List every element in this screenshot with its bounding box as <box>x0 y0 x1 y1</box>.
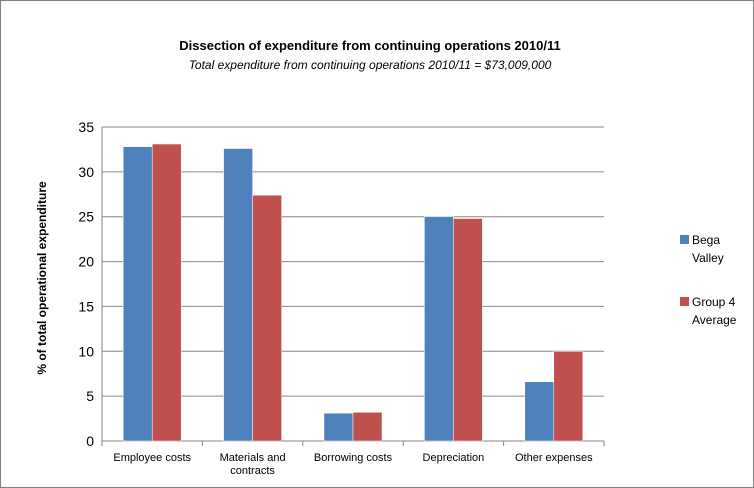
y-tick-label: 35 <box>78 119 94 135</box>
y-tick-label: 30 <box>78 164 94 180</box>
x-tick-label: Other expenses <box>515 452 593 464</box>
x-tick-label: contracts <box>230 465 275 477</box>
bar <box>223 148 253 442</box>
y-tick-label: 10 <box>78 343 94 359</box>
legend-label: Bega <box>692 233 720 247</box>
bar <box>151 143 182 442</box>
y-tick-label: 5 <box>86 388 94 404</box>
x-tick-label: Employee costs <box>113 452 191 464</box>
legend-label: Group 4 <box>692 295 736 309</box>
legend-label: Average <box>692 313 737 327</box>
x-tick-label: Depreciation <box>423 452 485 464</box>
legend-label: Valley <box>692 251 724 265</box>
bar <box>323 412 354 442</box>
legend-swatch <box>680 297 689 306</box>
y-tick-label: 20 <box>78 254 94 270</box>
bar <box>122 146 153 442</box>
x-tick-label: Materials and <box>220 452 286 464</box>
bar <box>524 381 555 442</box>
bar <box>424 216 454 442</box>
bar <box>553 351 584 442</box>
y-tick-label: 25 <box>78 209 94 225</box>
bar <box>352 412 383 442</box>
chart-title: Dissection of expenditure from continuin… <box>179 38 561 53</box>
legend-swatch <box>680 235 689 244</box>
y-axis-label: % of total operational expenditure <box>35 181 49 375</box>
y-tick-label: 15 <box>78 298 94 314</box>
x-tick-label: Borrowing costs <box>314 452 393 464</box>
bar <box>453 218 483 442</box>
bar <box>252 194 282 442</box>
chart-subtitle: Total expenditure from continuing operat… <box>188 58 552 72</box>
y-tick-label: 0 <box>86 433 94 449</box>
